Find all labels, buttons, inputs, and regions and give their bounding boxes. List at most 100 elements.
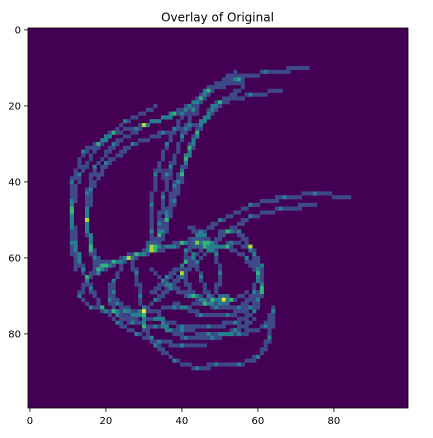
heatmap-cell: [233, 81, 237, 85]
heatmap-cell: [248, 359, 252, 363]
heatmap-cell: [210, 222, 214, 226]
heatmap-cell: [93, 248, 97, 252]
heatmap-cell: [74, 237, 78, 241]
heatmap-cell: [226, 362, 230, 366]
heatmap-cell: [245, 332, 249, 336]
heatmap-cell: [309, 203, 313, 207]
heatmap-cell: [157, 210, 161, 214]
heatmap-cell: [188, 104, 192, 108]
heatmap-cell: [180, 290, 184, 294]
heatmap-cell: [245, 256, 249, 260]
heatmap-cell: [214, 256, 218, 260]
heatmap-cell: [93, 271, 97, 275]
heatmap-cell: [267, 210, 271, 214]
heatmap-cell: [195, 108, 199, 112]
heatmap-cell: [222, 294, 226, 298]
heatmap-cell: [142, 305, 146, 309]
heatmap-cell: [150, 191, 154, 195]
heatmap-cell: [169, 176, 173, 180]
heatmap-cell: [191, 245, 195, 249]
heatmap-cell: [256, 93, 260, 97]
heatmap-cell: [191, 108, 195, 112]
heatmap-cell: [153, 245, 157, 249]
heatmap-cell: [142, 138, 146, 142]
heatmap-cell: [74, 245, 78, 249]
heatmap-cell: [176, 332, 180, 336]
heatmap-cell: [165, 340, 169, 344]
heatmap-cell: [112, 279, 116, 283]
heatmap-cell: [199, 343, 203, 347]
heatmap-cell: [150, 108, 154, 112]
heatmap-cell: [157, 248, 161, 252]
heatmap-cell: [199, 237, 203, 241]
heatmap-cell: [93, 172, 97, 176]
heatmap-cell: [195, 233, 199, 237]
heatmap-cell: [203, 336, 207, 340]
heatmap-cell: [131, 267, 135, 271]
heatmap-cell: [233, 89, 237, 93]
heatmap-cell: [70, 203, 74, 207]
heatmap-cell: [146, 324, 150, 328]
heatmap-cell: [218, 271, 222, 275]
heatmap-cell: [165, 290, 169, 294]
chart-title: Overlay of Original: [161, 11, 274, 25]
heatmap-cell: [222, 96, 226, 100]
heatmap-cell: [176, 343, 180, 347]
heatmap-cell: [199, 302, 203, 306]
heatmap-cell: [191, 343, 195, 347]
heatmap-cell: [176, 290, 180, 294]
heatmap-cell: [165, 146, 169, 150]
heatmap-cell: [153, 248, 157, 252]
heatmap-cell: [138, 332, 142, 336]
heatmap-cell: [252, 283, 256, 287]
heatmap-cell: [146, 309, 150, 313]
heatmap-cell: [112, 142, 116, 146]
heatmap-cell: [195, 127, 199, 131]
heatmap-cell: [245, 207, 249, 211]
heatmap-cell: [161, 210, 165, 214]
y-tick-label: 40: [8, 177, 21, 188]
heatmap-cell: [188, 305, 192, 309]
heatmap-cell: [176, 328, 180, 332]
heatmap-cell: [119, 324, 123, 328]
heatmap-cell: [176, 302, 180, 306]
heatmap-cell: [195, 96, 199, 100]
heatmap-cell: [169, 271, 173, 275]
heatmap-cell: [237, 233, 241, 237]
heatmap-cell: [191, 260, 195, 264]
heatmap-cell: [96, 264, 100, 268]
heatmap-cell: [74, 264, 78, 268]
heatmap-cell: [188, 245, 192, 249]
heatmap-cell: [108, 131, 112, 135]
heatmap-cell: [195, 123, 199, 127]
heatmap-cell: [237, 74, 241, 78]
heatmap-cell: [100, 165, 104, 169]
heatmap-cell: [157, 298, 161, 302]
heatmap-cell: [210, 336, 214, 340]
heatmap-cell: [127, 119, 131, 123]
heatmap-cell: [184, 279, 188, 283]
heatmap-cell: [210, 89, 214, 93]
heatmap-cell: [188, 108, 192, 112]
heatmap-cell: [241, 207, 245, 211]
heatmap-cell: [138, 321, 142, 325]
heatmap-cell: [161, 172, 165, 176]
heatmap-cell: [172, 153, 176, 157]
heatmap-cell: [96, 161, 100, 165]
heatmap-cell: [188, 264, 192, 268]
heatmap-cell: [96, 172, 100, 176]
heatmap-cell: [199, 248, 203, 252]
heatmap-cell: [176, 108, 180, 112]
heatmap-cell: [157, 119, 161, 123]
heatmap-cell: [180, 172, 184, 176]
heatmap-cell: [264, 340, 268, 344]
heatmap-cell: [188, 294, 192, 298]
heatmap-cell: [199, 93, 203, 97]
heatmap-cell: [74, 233, 78, 237]
heatmap-cell: [93, 169, 97, 173]
heatmap-cell: [218, 332, 222, 336]
heatmap-cell: [112, 305, 116, 309]
heatmap-cell: [176, 172, 180, 176]
heatmap-cell: [210, 324, 214, 328]
heatmap-cell: [245, 317, 249, 321]
